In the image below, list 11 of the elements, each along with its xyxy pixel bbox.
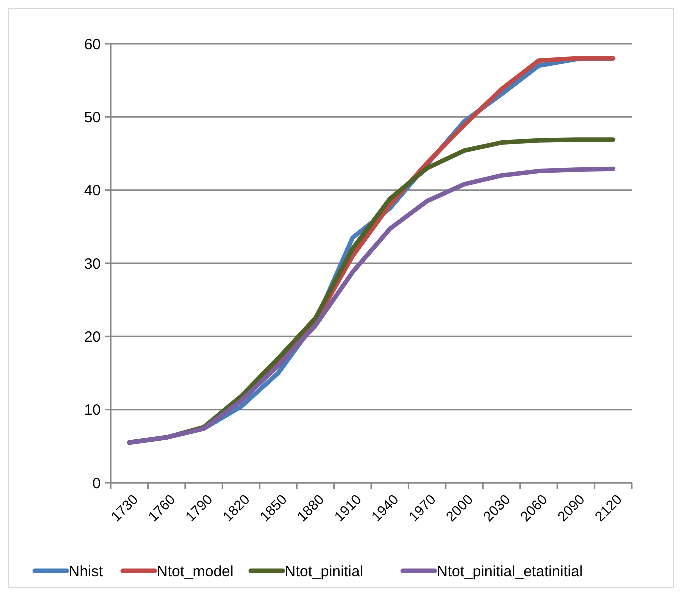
y-tick-label: 30: [84, 256, 101, 273]
y-tick-label: 0: [92, 475, 101, 492]
y-tick-label: 20: [84, 328, 101, 346]
y-tick-label: 10: [84, 402, 101, 420]
legend-label: Nhist: [69, 563, 104, 580]
y-tick-label: 50: [84, 109, 101, 126]
y-tick-label: 60: [84, 36, 101, 54]
legend-label: Ntot_pinitial: [285, 563, 364, 580]
legend-label: Ntot_model: [157, 563, 234, 580]
legend-label: Ntot_pinitial_etatinitial: [437, 563, 583, 580]
y-tick-label: 40: [84, 182, 101, 200]
